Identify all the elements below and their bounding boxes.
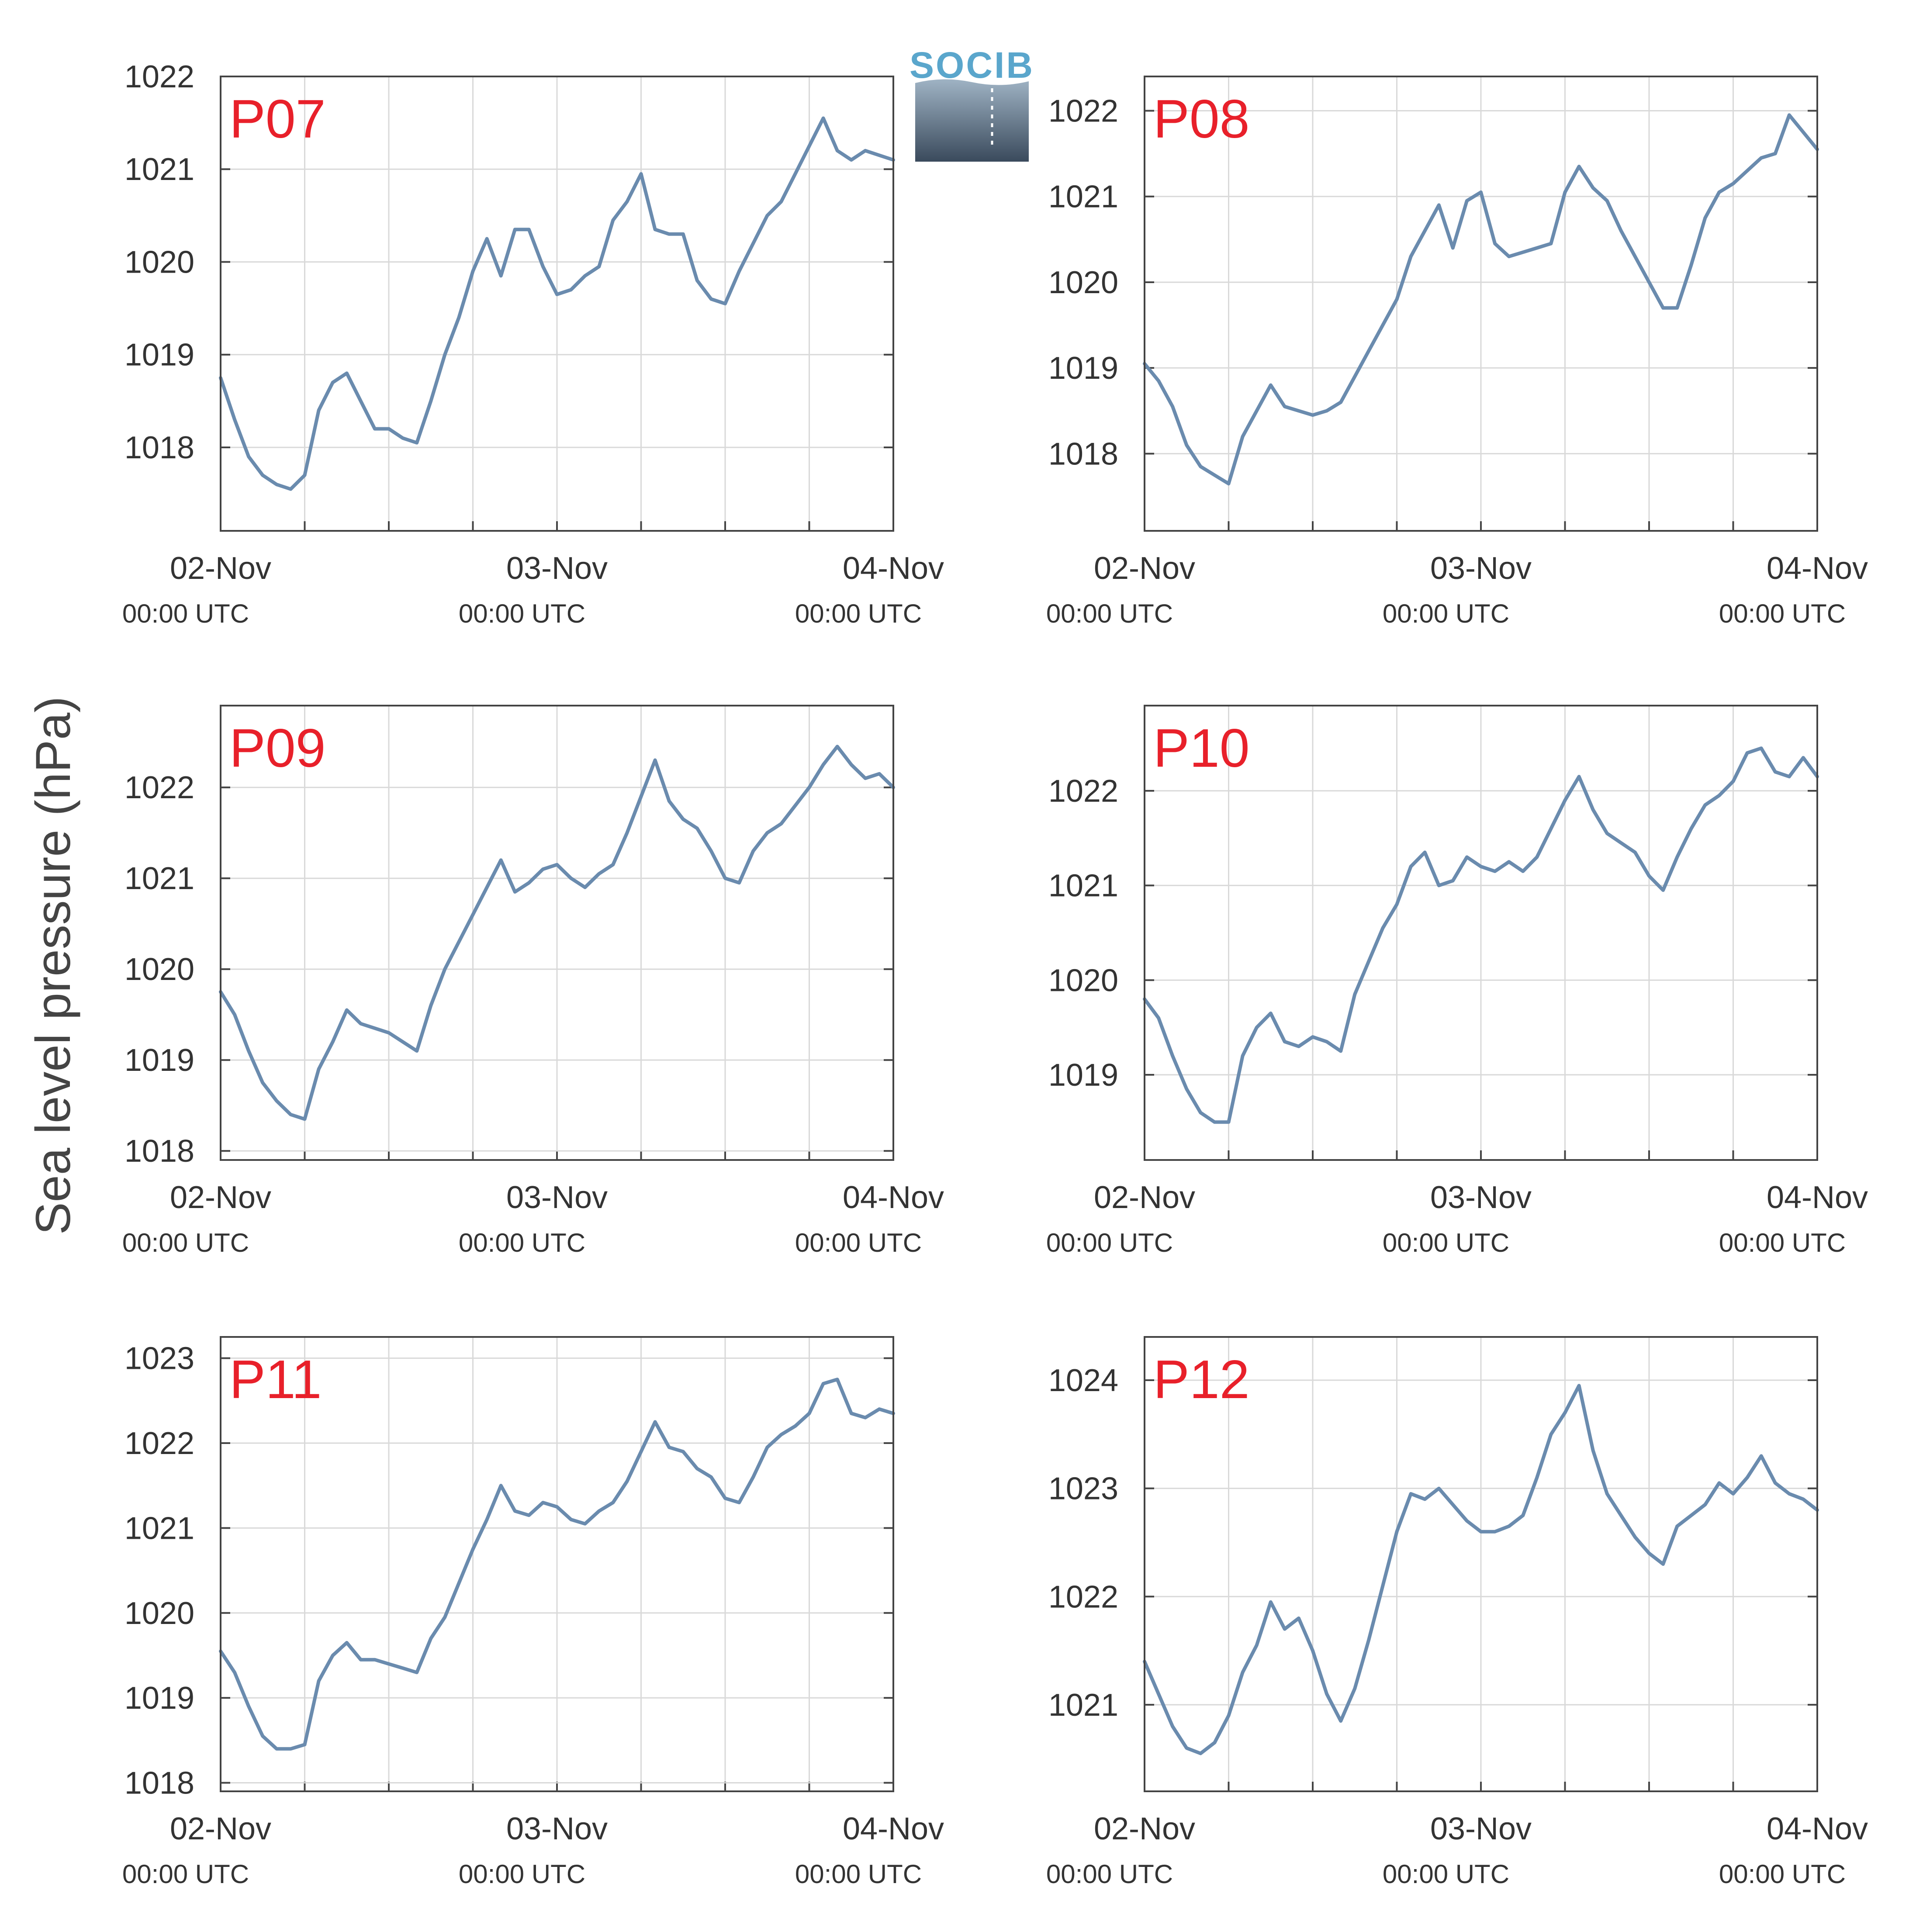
x-tick-sublabel: 00:00 UTC bbox=[795, 599, 922, 628]
plot-frame bbox=[220, 76, 894, 532]
x-tick-sublabel: 00:00 UTC bbox=[459, 1859, 585, 1889]
panels: 1018 1019 1020 1021 1022 02-Nov 00:00 UTC 03-No… bbox=[122, 59, 1868, 1889]
y-tick-label: 1021 bbox=[1048, 1688, 1118, 1723]
y-tick-label: 1020 bbox=[1048, 265, 1118, 300]
y-tick-label: 1019 bbox=[125, 338, 194, 373]
x-tick-label: 02-Nov bbox=[1094, 1811, 1195, 1846]
panel-p10: 1019 1020 1021 1022 02-Nov 00:00 UTC 03-Nov 00:… bbox=[1046, 705, 1868, 1257]
x-tick-sublabel: 00:00 UTC bbox=[1719, 599, 1846, 628]
y-tick-label: 1019 bbox=[125, 1681, 194, 1716]
y-tick-label: 1021 bbox=[125, 1511, 194, 1546]
x-tick-sublabel: 00:00 UTC bbox=[795, 1228, 922, 1257]
plot-frame bbox=[1144, 1336, 1818, 1792]
x-tick-sublabel: 00:00 UTC bbox=[1719, 1228, 1846, 1257]
panel-title-p07: P07 bbox=[229, 89, 326, 149]
y-tick-label: 1024 bbox=[1048, 1363, 1118, 1398]
x-tick-sublabel: 00:00 UTC bbox=[122, 599, 249, 628]
x-tick-sublabel: 00:00 UTC bbox=[1383, 599, 1509, 628]
panel-p09: 1018 1019 1020 1021 1022 02-Nov 00:00 UTC 03-No… bbox=[122, 705, 944, 1257]
x-tick-label: 02-Nov bbox=[170, 1180, 271, 1215]
y-tick-label: 1021 bbox=[125, 861, 194, 896]
x-tick-label: 04-Nov bbox=[843, 551, 944, 586]
panel-title-p10: P10 bbox=[1153, 718, 1250, 779]
x-tick-sublabel: 00:00 UTC bbox=[1383, 1228, 1509, 1257]
y-tick-label: 1022 bbox=[125, 1426, 194, 1461]
x-tick-sublabel: 00:00 UTC bbox=[1046, 599, 1173, 628]
panel-title-p09: P09 bbox=[229, 718, 326, 779]
x-tick-label: 02-Nov bbox=[1094, 1180, 1195, 1215]
x-tick-label: 04-Nov bbox=[1767, 1811, 1868, 1846]
y-tick-label: 1019 bbox=[1048, 351, 1118, 386]
x-tick-label: 03-Nov bbox=[1430, 1811, 1532, 1846]
y-tick-label: 1018 bbox=[125, 1134, 194, 1169]
series-line-p10 bbox=[1143, 746, 1819, 1124]
y-tick-label: 1021 bbox=[1048, 180, 1118, 215]
x-tick-sublabel: 00:00 UTC bbox=[459, 599, 585, 628]
x-tick-label: 04-Nov bbox=[843, 1180, 944, 1215]
panel-p11: 1018 1019 1020 1021 1022 1023 02-Nov 00:00 UTC 0… bbox=[122, 1336, 944, 1889]
series-line-p07 bbox=[219, 116, 895, 491]
panel-title-p11: P11 bbox=[229, 1350, 322, 1410]
y-tick-label: 1018 bbox=[125, 430, 194, 465]
x-tick-label: 04-Nov bbox=[843, 1811, 944, 1846]
plot-frame bbox=[1144, 76, 1818, 532]
panel-title-p12: P12 bbox=[1153, 1350, 1250, 1410]
panel-title-p08: P08 bbox=[1153, 89, 1250, 149]
series-line-p08 bbox=[1143, 113, 1819, 486]
y-tick-label: 1018 bbox=[125, 1766, 194, 1801]
x-tick-sublabel: 00:00 UTC bbox=[1719, 1859, 1846, 1889]
y-tick-label: 1020 bbox=[125, 952, 194, 987]
x-tick-sublabel: 00:00 UTC bbox=[795, 1859, 922, 1889]
socib-logo: SOCIB bbox=[910, 45, 1034, 162]
y-tick-label: 1022 bbox=[1048, 774, 1118, 809]
y-tick-label: 1020 bbox=[125, 245, 194, 280]
x-tick-label: 04-Nov bbox=[1767, 1180, 1868, 1215]
y-tick-label: 1021 bbox=[1048, 869, 1118, 904]
series-line-p11 bbox=[219, 1378, 895, 1751]
x-tick-label: 02-Nov bbox=[170, 1811, 271, 1846]
figure-ylabel: Sea level pressure (hPa) bbox=[26, 696, 80, 1235]
x-tick-label: 04-Nov bbox=[1767, 551, 1868, 586]
plot-frame bbox=[1144, 705, 1818, 1161]
x-tick-label: 02-Nov bbox=[170, 551, 271, 586]
series-line-p12 bbox=[1143, 1384, 1819, 1755]
y-tick-label: 1023 bbox=[1048, 1472, 1118, 1506]
panel-p08: 1018 1019 1020 1021 1022 02-Nov 00:00 UTC 03-No… bbox=[1046, 76, 1868, 628]
x-tick-sublabel: 00:00 UTC bbox=[459, 1228, 585, 1257]
x-tick-label: 02-Nov bbox=[1094, 551, 1195, 586]
y-tick-label: 1020 bbox=[125, 1596, 194, 1631]
y-tick-label: 1022 bbox=[125, 770, 194, 805]
y-tick-label: 1018 bbox=[1048, 436, 1118, 471]
x-tick-label: 03-Nov bbox=[506, 551, 608, 586]
y-tick-label: 1023 bbox=[125, 1341, 194, 1376]
y-tick-label: 1021 bbox=[125, 152, 194, 187]
x-tick-sublabel: 00:00 UTC bbox=[1046, 1228, 1173, 1257]
plot-frame bbox=[220, 705, 894, 1161]
plot-frame bbox=[220, 1336, 894, 1792]
x-tick-sublabel: 00:00 UTC bbox=[1046, 1859, 1173, 1889]
y-tick-label: 1019 bbox=[1048, 1058, 1118, 1093]
x-tick-label: 03-Nov bbox=[506, 1811, 608, 1846]
panel-p12: 1021 1022 1023 1024 02-Nov 00:00 UTC 03-Nov 00:… bbox=[1046, 1336, 1868, 1889]
panel-p07: 1018 1019 1020 1021 1022 02-Nov 00:00 UTC 03-No… bbox=[122, 59, 944, 628]
x-tick-label: 03-Nov bbox=[1430, 1180, 1532, 1215]
x-tick-label: 03-Nov bbox=[506, 1180, 608, 1215]
y-tick-label: 1022 bbox=[1048, 1579, 1118, 1614]
x-tick-sublabel: 00:00 UTC bbox=[1383, 1859, 1509, 1889]
x-tick-label: 03-Nov bbox=[1430, 551, 1532, 586]
logo-wave bbox=[915, 79, 1029, 162]
series-line-p09 bbox=[219, 744, 895, 1121]
logo-text: SOCIB bbox=[910, 45, 1034, 86]
y-tick-label: 1022 bbox=[1048, 93, 1118, 128]
y-tick-label: 1022 bbox=[125, 59, 194, 94]
y-tick-label: 1019 bbox=[125, 1043, 194, 1078]
x-tick-sublabel: 00:00 UTC bbox=[122, 1859, 249, 1889]
y-tick-label: 1020 bbox=[1048, 963, 1118, 998]
x-tick-sublabel: 00:00 UTC bbox=[122, 1228, 249, 1257]
